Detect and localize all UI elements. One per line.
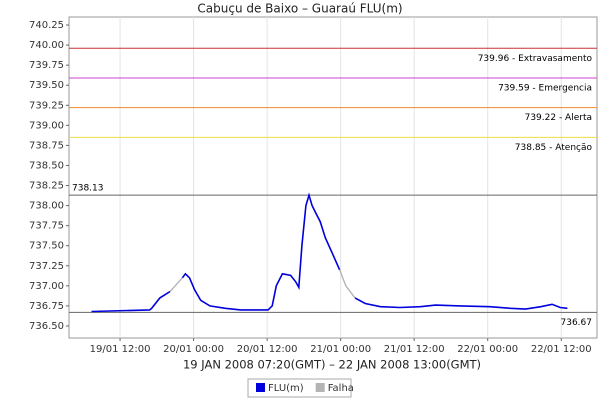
x-tick-label: 20/01 12:00: [237, 344, 298, 355]
chart-title: Cabuçu de Baixo – Guaraú FLU(m): [197, 2, 402, 16]
plot-area: [68, 16, 598, 339]
y-tick-label: 740.00: [29, 40, 64, 51]
y-tick-label: 739.25: [29, 100, 64, 111]
x-tick-label: 22/01 12:00: [531, 344, 592, 355]
series-line: [91, 192, 568, 313]
y-tick-label: 737.50: [29, 241, 64, 252]
y-tick-label: 739.00: [29, 120, 64, 131]
x-tick-label: 19/01 12:00: [90, 344, 151, 355]
x-axis-label: 19 JAN 2008 07:20(GMT) – 22 JAN 2008 13:…: [183, 358, 481, 372]
y-tick-label: 737.25: [29, 261, 64, 272]
x-tick-label: 20/01 00:00: [163, 344, 224, 355]
legend-label: FLU(m): [268, 383, 304, 394]
threshold-label: 738.13: [72, 184, 104, 194]
y-tick-label: 740.25: [29, 20, 64, 31]
legend-swatch: [315, 383, 325, 392]
y-tick-label: 737.00: [29, 281, 64, 292]
legend-box: [247, 378, 352, 398]
y-tick-label: 736.50: [29, 321, 64, 332]
x-tick-label: 21/01 12:00: [384, 344, 445, 355]
y-tick-label: 739.50: [29, 80, 64, 91]
threshold-label: 738.85 - Atenção: [515, 143, 593, 153]
y-tick-label: 739.75: [29, 60, 64, 71]
x-tick-label: 21/01 00:00: [310, 344, 371, 355]
y-tick-label: 738.50: [29, 160, 64, 171]
y-tick-label: 738.25: [29, 181, 64, 192]
threshold-label: 739.59 - Emergencia: [498, 83, 592, 93]
legend-swatch: [256, 383, 265, 392]
y-tick-label: 738.00: [29, 201, 64, 212]
threshold-label: 739.22 - Alerta: [525, 113, 592, 123]
legend-label: Falha: [328, 383, 354, 394]
y-tick-label: 738.75: [29, 140, 64, 151]
x-tick-label: 22/01 00:00: [457, 344, 518, 355]
y-tick-label: 737.75: [29, 221, 64, 232]
y-tick-label: 736.75: [29, 301, 64, 312]
threshold-label: 739.96 - Extravasamento: [478, 54, 593, 64]
series-line: [169, 269, 356, 299]
threshold-label: 736.67: [561, 318, 593, 328]
